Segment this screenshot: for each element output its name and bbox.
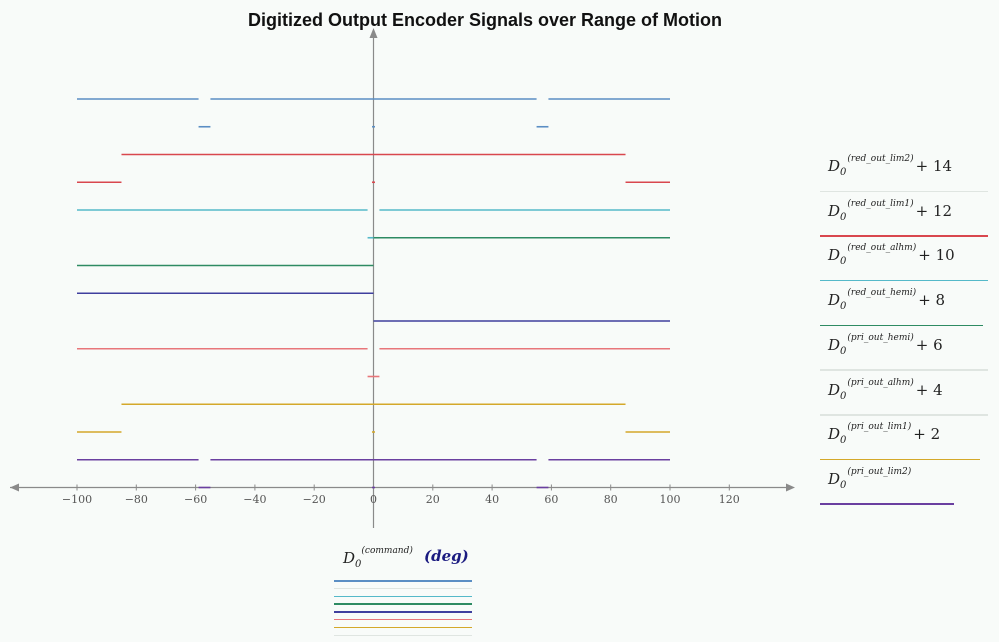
trace-swatch <box>334 580 472 582</box>
legend-label: D0(pri_out_hemi) + 6 <box>828 332 943 357</box>
series-red-out-hemi <box>77 236 670 267</box>
series-pri-out-lim1 <box>77 403 670 433</box>
x-tick-label: 80 <box>604 493 618 506</box>
trace-swatch <box>334 595 472 598</box>
axes <box>10 28 795 528</box>
trace-swatch <box>334 587 472 590</box>
legend-label: D0(red_out_lim2) + 14 <box>828 154 953 178</box>
x-tick-label: −60 <box>184 493 207 506</box>
x-ticks: −100 −80 −60 −40 −20 0 20 40 60 80 100 120 <box>62 484 740 506</box>
trace-swatch <box>334 611 472 613</box>
y-axis-arrow-up <box>369 28 378 38</box>
legend-underline <box>820 414 988 416</box>
chart-title: Digitized Output Encoder Signals over Ra… <box>247 10 722 30</box>
x-tick-label: 40 <box>485 493 499 506</box>
series-red-out-lim1 <box>77 153 670 184</box>
legend-underline <box>820 503 954 505</box>
x-axis-trace-swatches <box>334 580 472 642</box>
legend-label: D0(pri_out_lim2) <box>828 466 912 491</box>
legend-item: D0(red_out_lim2) + 14 <box>820 148 990 192</box>
x-tick-label: −40 <box>243 493 266 506</box>
legend-item: D0(pri_out_lim2) <box>820 461 990 505</box>
series-marks <box>77 98 670 489</box>
series-pri-out-alhm <box>77 347 670 378</box>
x-tick-label: −20 <box>303 493 326 506</box>
trace-swatch <box>334 626 472 629</box>
x-axis-arrow-left <box>10 483 19 492</box>
x-axis-arrow-right <box>786 483 795 492</box>
legend-item: D0(red_out_lim1) + 12 <box>820 193 990 237</box>
x-tick-label: 20 <box>426 493 440 506</box>
x-tick-label: −80 <box>125 493 148 506</box>
legend-underline <box>820 458 980 461</box>
series-pri-out-hemi <box>77 292 670 322</box>
legend-underline <box>820 235 988 237</box>
legend-label: D0(pri_out_alhm) + 4 <box>828 377 943 402</box>
legend-label: D0(red_out_lim1) + 12 <box>828 198 953 223</box>
x-tick-label: 0 <box>370 493 377 506</box>
legend-underline <box>820 369 988 371</box>
series-red-out-lim2 <box>77 98 670 128</box>
x-tick-label: −100 <box>62 493 92 506</box>
legend-item: D0(pri_out_lim1) + 2 <box>820 416 990 461</box>
legend-item: D0(pri_out_hemi) + 6 <box>820 327 990 371</box>
legend-item: D0(red_out_alhm) + 10 <box>820 237 990 282</box>
legend-item: D0(pri_out_alhm) + 4 <box>820 372 990 416</box>
trace-swatch <box>334 618 472 621</box>
legend-item: D0(red_out_hemi) + 8 <box>820 282 990 327</box>
legend-label: D0(red_out_alhm) + 10 <box>828 243 955 268</box>
x-axis-label: D0(command) <box>343 546 413 570</box>
x-tick-label: 100 <box>660 493 681 506</box>
x-tick-label: 120 <box>719 493 740 506</box>
legend-label: D0(red_out_hemi) + 8 <box>828 288 946 313</box>
legend-underline <box>820 279 988 282</box>
legend-underline <box>820 190 988 192</box>
trace-swatch <box>334 603 472 605</box>
trace-swatch <box>334 634 472 637</box>
legend-underline <box>820 324 983 327</box>
series-pri-out-lim2 <box>77 458 670 489</box>
x-tick-label: 60 <box>544 493 558 506</box>
legend-label: D0(pri_out_lim1) + 2 <box>828 422 941 447</box>
x-axis-unit: (deg) <box>424 547 469 565</box>
